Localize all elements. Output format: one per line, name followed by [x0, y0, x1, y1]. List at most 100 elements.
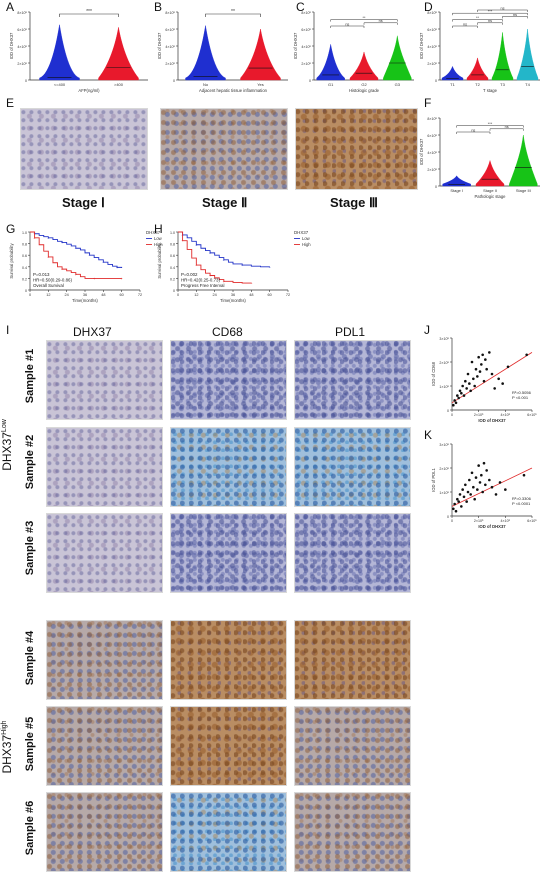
chart-progress-free-censor-mark: +: [209, 250, 212, 255]
chart-t-stage-x-tick-label: T3: [500, 82, 505, 87]
ihc-sample-2-pdl1: [294, 427, 411, 507]
chart-progress-free-annotation: HR=0.42(0.25-0.73): [181, 278, 220, 283]
ihc-sample-6-pdl1: [294, 792, 411, 872]
chart-pathologic-stage-comparison-bracket: [456, 125, 524, 128]
chart-cd68-point: [454, 401, 458, 405]
chart-pdl1-point: [488, 478, 491, 482]
sample-label-2: Sample #2: [24, 434, 36, 490]
chart-cd68-point: [465, 387, 468, 390]
chart-pathologic-stage-x-tick-label: Stage II: [483, 188, 497, 193]
ihc-sample-4-dhx37: [46, 620, 163, 700]
sample-label-1: Sample #1: [24, 348, 36, 404]
chart-pathologic-stage-x-tick-label: Stage I: [450, 188, 463, 193]
panel-label-f: F: [424, 96, 432, 110]
chart-t-stage-comparison-label: **: [476, 16, 479, 20]
chart-cd68-y-axis-label: IOD of CD68: [431, 361, 436, 386]
panel-label-h: H: [154, 222, 163, 236]
chart-cd68-y-tick-label: 2×10⁵: [439, 361, 449, 365]
chart-cd68-point: [466, 372, 470, 376]
chart-overall-survival-y-tick-label: 0.6: [22, 254, 27, 258]
chart-pdl1-y-tick-label: 1×10⁵: [439, 491, 449, 495]
chart-cd68-point: [490, 372, 494, 376]
chart-histologic-grade-comparison-bracket: [330, 19, 398, 22]
chart-cd68-point: [472, 377, 475, 381]
chart-progress-free-y-tick-label: 1.0: [170, 231, 175, 235]
chart-pdl1-point: [452, 507, 455, 511]
chart-inflammation-y-tick-label: 0: [173, 79, 175, 83]
chart-overall-survival-censor-mark: +: [93, 276, 96, 281]
chart-cd68-point: [461, 384, 464, 388]
sample-label-6: Sample #6: [24, 800, 36, 856]
chart-progress-free-censor-mark: +: [268, 264, 271, 269]
chart-progress-free-x-tick-label: 60: [268, 293, 272, 297]
chart-histologic-grade-comparison-label: ns: [379, 19, 383, 23]
chart-histologic-grade-violin-g2: [349, 51, 379, 81]
chart-pdl1-point: [454, 509, 458, 513]
column-header-dhx37: DHX37: [73, 325, 112, 339]
chart-pdl1-point: [456, 497, 459, 501]
chart-pathologic-stage-y-axis-label: IOD of DHX37: [419, 138, 424, 165]
chart-afp-violin--400: [39, 24, 80, 81]
chart-overall-survival-x-axis-label: Time(months): [72, 298, 98, 303]
chart-cd68-point: [478, 370, 482, 373]
sample-label-4: Sample #4: [24, 630, 36, 686]
chart-t-stage-x-tick-label: T4: [525, 82, 530, 87]
chart-pathologic-stage-y-tick-label: 8×10⁵: [427, 117, 437, 121]
chart-cd68-point: [468, 382, 471, 385]
ihc-sample-6-cd68: [170, 792, 287, 872]
chart-progress-free-y-axis-label: Survival probability: [157, 243, 162, 279]
chart-t-stage-y-tick-label: 0: [435, 79, 437, 83]
chart-pdl1-point: [465, 500, 468, 503]
chart-histologic-grade-comparison-bracket: [330, 25, 365, 28]
chart-t-stage-comparison-bracket: [452, 19, 503, 22]
chart-afp-y-tick-label: 0: [25, 79, 27, 83]
ihc-sample-3-pdl1: [294, 513, 411, 593]
chart-cd68-point: [460, 391, 463, 395]
chart-t-stage-violin-t4: [516, 28, 539, 81]
chart-t-stage-y-tick-label: 8×10⁵: [427, 11, 437, 15]
chart-progress-free-x-tick-label: 24: [213, 293, 217, 297]
chart-overall-survival-censor-mark: +: [61, 240, 64, 245]
chart-pathologic-stage-x-axis-label: Pathologic stage: [475, 194, 507, 199]
chart-t-stage-comparison-label: ns: [463, 22, 467, 26]
chart-progress-free-censor-mark: +: [195, 242, 198, 247]
chart-pathologic-stage-comparison-bracket: [489, 128, 524, 131]
group-label-dhx37-low: DHX37Low: [0, 419, 14, 471]
chart-progress-free-y-tick-label: 0: [173, 289, 175, 293]
chart-cd68-point: [469, 389, 472, 393]
stage-label-3: Stage Ⅲ: [330, 195, 378, 210]
chart-overall-survival-censor-mark: +: [61, 267, 64, 272]
chart-histologic-grade-comparison-label: ns: [345, 22, 349, 26]
ihc-stage-2-image: [160, 108, 288, 190]
chart-pathologic-stage-y-tick-label: 4×10⁵: [427, 151, 437, 155]
chart-overall-survival-annotation: P=0.013: [33, 272, 50, 277]
column-header-pdl1: PDL1: [335, 325, 366, 339]
panel-label-b: B: [154, 0, 163, 14]
chart-progress-free-x-tick-label: 36: [231, 293, 235, 297]
chart-overall-survival-y-tick-label: 0: [25, 289, 27, 293]
chart-t-stage-y-tick-label: 4×10⁵: [427, 45, 437, 49]
chart-pdl1-x-axis-label: IOD of DHX37: [478, 524, 506, 529]
chart-t-stage-comparison-bracket: [477, 22, 503, 25]
chart-afp-significance-label: ***: [86, 9, 92, 15]
chart-t-stage-violin-t3: [491, 32, 514, 81]
chart-t-stage-y-tick-label: 2×10⁵: [427, 62, 437, 66]
chart-pdl1-point: [474, 476, 478, 479]
ihc-stage-1-image: [20, 108, 148, 190]
chart-t-stage-violin-t1: [441, 65, 464, 81]
ihc-sample-4-pdl1: [294, 620, 411, 700]
chart-overall-survival-annotation: HR=0.50(0.29-0.86): [33, 278, 72, 283]
chart-cd68-point: [453, 399, 456, 402]
chart-pdl1-point: [472, 485, 475, 489]
chart-t-stage-comparison-label: ns: [488, 19, 492, 23]
chart-cd68-x-tick-label: 2×10⁵: [474, 413, 484, 417]
chart-overall-survival-censor-mark: +: [88, 253, 91, 258]
chart-cd68-point: [458, 389, 462, 393]
chart-pdl1-point: [504, 488, 507, 491]
chart-cd68-fit-line: [451, 352, 533, 404]
chart-progress-free-x-tick-label: 0: [177, 293, 179, 297]
chart-afp-y-axis-label: IOD of DHX37: [9, 32, 14, 59]
chart-pdl1-y-axis-label: IOD of PDL1: [431, 467, 436, 491]
chart-overall-survival-y-tick-label: 1.0: [22, 231, 27, 235]
chart-pdl1-annotation: P <0.0001: [512, 501, 531, 506]
